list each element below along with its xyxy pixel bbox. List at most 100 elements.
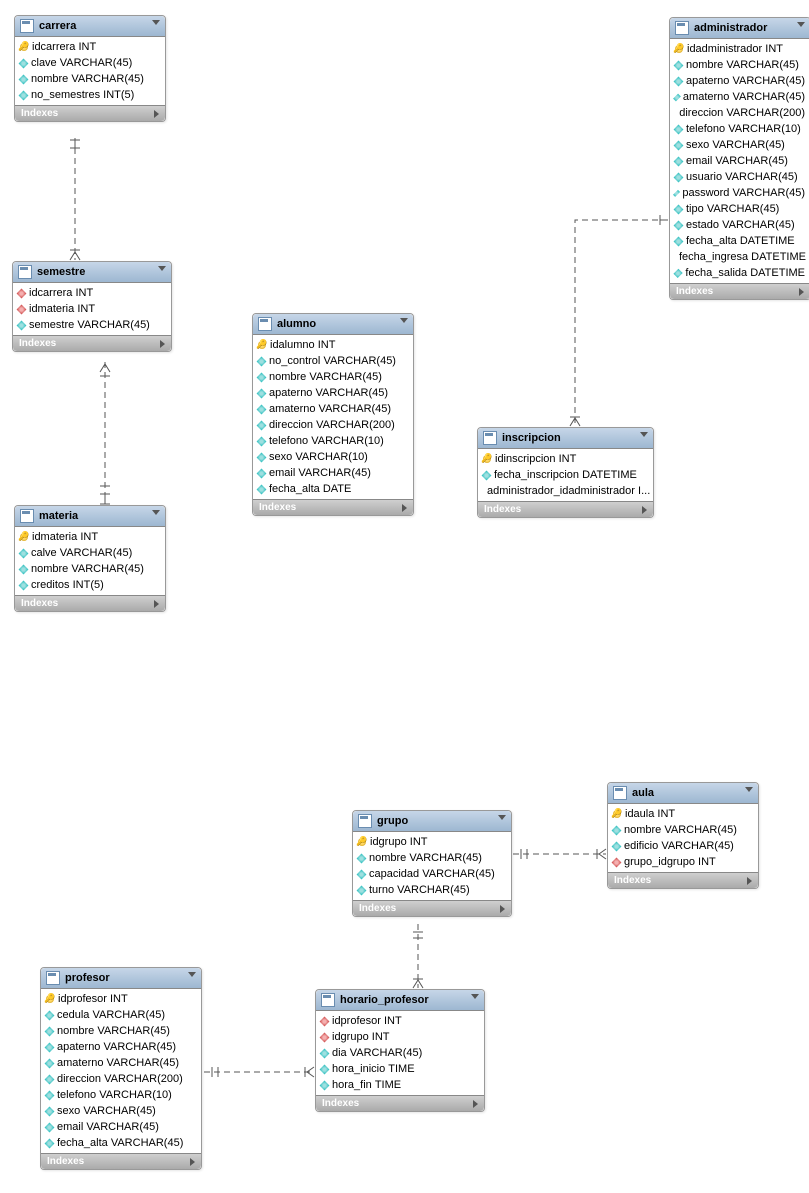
chevron-down-icon[interactable] [498,815,506,820]
chevron-down-icon[interactable] [745,787,753,792]
column-row[interactable]: clave VARCHAR(45) [15,55,165,71]
column-row[interactable]: idinscripcion INT [478,451,653,467]
chevron-right-icon[interactable] [642,506,647,514]
column-row[interactable]: idmateria INT [15,529,165,545]
column-row[interactable]: direccion VARCHAR(200) [41,1071,201,1087]
indexes-footer[interactable]: Indexes [608,872,758,888]
chevron-right-icon[interactable] [154,600,159,608]
table-horario_profesor[interactable]: horario_profesor idprofesor INTidgrupo IN… [315,989,485,1112]
column-row[interactable]: apaterno VARCHAR(45) [670,73,809,89]
column-row[interactable]: idprofesor INT [316,1013,484,1029]
column-row[interactable]: telefono VARCHAR(10) [253,433,413,449]
table-grupo[interactable]: grupo idgrupo INTnombre VARCHAR(45)capaci… [352,810,512,917]
table-header[interactable]: materia [15,506,165,527]
column-row[interactable]: apaterno VARCHAR(45) [253,385,413,401]
column-row[interactable]: calve VARCHAR(45) [15,545,165,561]
column-row[interactable]: email VARCHAR(45) [253,465,413,481]
column-row[interactable]: nombre VARCHAR(45) [253,369,413,385]
column-row[interactable]: fecha_alta VARCHAR(45) [41,1135,201,1151]
column-row[interactable]: idprofesor INT [41,991,201,1007]
chevron-down-icon[interactable] [400,318,408,323]
column-row[interactable]: fecha_salida DATETIME [670,265,809,281]
indexes-footer[interactable]: Indexes [41,1153,201,1169]
column-row[interactable]: hora_inicio TIME [316,1061,484,1077]
column-row[interactable]: telefono VARCHAR(10) [41,1087,201,1103]
column-row[interactable]: direccion VARCHAR(200) [670,105,809,121]
column-row[interactable]: nombre VARCHAR(45) [41,1023,201,1039]
column-row[interactable]: idgrupo INT [316,1029,484,1045]
column-row[interactable]: sexo VARCHAR(45) [41,1103,201,1119]
column-row[interactable]: nombre VARCHAR(45) [608,822,758,838]
table-header[interactable]: carrera [15,16,165,37]
chevron-down-icon[interactable] [152,510,160,515]
column-row[interactable]: nombre VARCHAR(45) [353,850,511,866]
column-row[interactable]: no_control VARCHAR(45) [253,353,413,369]
column-row[interactable]: sexo VARCHAR(10) [253,449,413,465]
column-row[interactable]: password VARCHAR(45) [670,185,809,201]
column-row[interactable]: nombre VARCHAR(45) [670,57,809,73]
indexes-footer[interactable]: Indexes [15,105,165,121]
column-row[interactable]: email VARCHAR(45) [670,153,809,169]
table-header[interactable]: semestre [13,262,171,283]
column-row[interactable]: email VARCHAR(45) [41,1119,201,1135]
column-row[interactable]: idmateria INT [13,301,171,317]
chevron-right-icon[interactable] [473,1100,478,1108]
chevron-right-icon[interactable] [154,110,159,118]
column-row[interactable]: amaterno VARCHAR(45) [41,1055,201,1071]
table-header[interactable]: profesor [41,968,201,989]
indexes-footer[interactable]: Indexes [670,283,809,299]
table-carrera[interactable]: carrera idcarrera INTclave VARCHAR(45)nom… [14,15,166,122]
table-inscripcion[interactable]: inscripcion idinscripcion INTfecha_inscri… [477,427,654,518]
table-header[interactable]: administrador [670,18,809,39]
chevron-right-icon[interactable] [747,877,752,885]
column-row[interactable]: amaterno VARCHAR(45) [670,89,809,105]
chevron-right-icon[interactable] [160,340,165,348]
indexes-footer[interactable]: Indexes [15,595,165,611]
table-semestre[interactable]: semestre idcarrera INTidmateria INTsemest… [12,261,172,352]
table-header[interactable]: horario_profesor [316,990,484,1011]
column-row[interactable]: idgrupo INT [353,834,511,850]
column-row[interactable]: fecha_inscripcion DATETIME [478,467,653,483]
column-row[interactable]: cedula VARCHAR(45) [41,1007,201,1023]
column-row[interactable]: edificio VARCHAR(45) [608,838,758,854]
table-header[interactable]: aula [608,783,758,804]
column-row[interactable]: turno VARCHAR(45) [353,882,511,898]
indexes-footer[interactable]: Indexes [478,501,653,517]
column-row[interactable]: nombre VARCHAR(45) [15,71,165,87]
column-row[interactable]: nombre VARCHAR(45) [15,561,165,577]
column-row[interactable]: idaula INT [608,806,758,822]
column-row[interactable]: capacidad VARCHAR(45) [353,866,511,882]
column-row[interactable]: estado VARCHAR(45) [670,217,809,233]
column-row[interactable]: idcarrera INT [13,285,171,301]
column-row[interactable]: telefono VARCHAR(10) [670,121,809,137]
column-row[interactable]: fecha_alta DATE [253,481,413,497]
column-row[interactable]: fecha_ingresa DATETIME [670,249,809,265]
column-row[interactable]: idcarrera INT [15,39,165,55]
indexes-footer[interactable]: Indexes [316,1095,484,1111]
table-header[interactable]: alumno [253,314,413,335]
column-row[interactable]: grupo_idgrupo INT [608,854,758,870]
column-row[interactable]: direccion VARCHAR(200) [253,417,413,433]
column-row[interactable]: hora_fin TIME [316,1077,484,1093]
table-alumno[interactable]: alumnoidalumno INTno_control VARCHAR(45)… [252,313,414,516]
column-row[interactable]: creditos INT(5) [15,577,165,593]
column-row[interactable]: semestre VARCHAR(45) [13,317,171,333]
chevron-down-icon[interactable] [640,432,648,437]
column-row[interactable]: dia VARCHAR(45) [316,1045,484,1061]
column-row[interactable]: idadministrador INT [670,41,809,57]
chevron-down-icon[interactable] [158,266,166,271]
indexes-footer[interactable]: Indexes [253,499,413,515]
chevron-right-icon[interactable] [799,288,804,296]
column-row[interactable]: usuario VARCHAR(45) [670,169,809,185]
table-header[interactable]: inscripcion [478,428,653,449]
column-row[interactable]: no_semestres INT(5) [15,87,165,103]
column-row[interactable]: apaterno VARCHAR(45) [41,1039,201,1055]
chevron-down-icon[interactable] [188,972,196,977]
table-administrador[interactable]: administrador idadministrador INTnombre V… [669,17,809,300]
column-row[interactable]: sexo VARCHAR(45) [670,137,809,153]
indexes-footer[interactable]: Indexes [353,900,511,916]
chevron-right-icon[interactable] [190,1158,195,1166]
indexes-footer[interactable]: Indexes [13,335,171,351]
table-header[interactable]: grupo [353,811,511,832]
column-row[interactable]: fecha_alta DATETIME [670,233,809,249]
